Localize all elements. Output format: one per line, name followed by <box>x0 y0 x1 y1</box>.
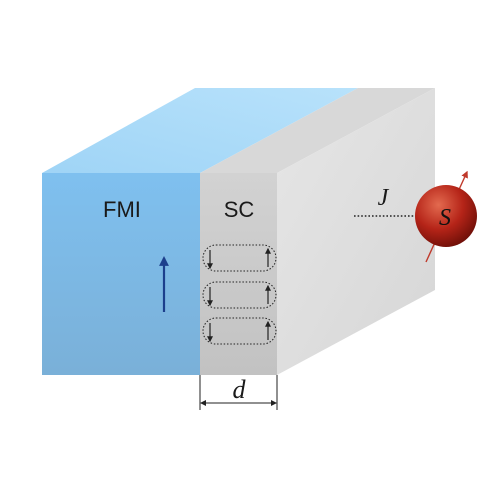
coupling-label: J <box>378 185 390 211</box>
vortex-loop <box>202 317 277 345</box>
spin-sphere-icon <box>415 185 477 247</box>
spin-label: S <box>439 205 451 231</box>
sc-top-face <box>200 88 435 173</box>
vortex-group <box>202 244 277 345</box>
thickness-dimension <box>199 375 278 410</box>
sc-label: SC <box>224 197 255 222</box>
right-side-face <box>277 88 435 375</box>
vortex-loop <box>202 281 277 309</box>
vortex-loop <box>202 244 277 272</box>
thickness-label: d <box>233 375 247 404</box>
fmi-front-face <box>42 173 200 375</box>
fmi-label: FMI <box>103 197 141 222</box>
fmi-top-face <box>42 88 358 173</box>
